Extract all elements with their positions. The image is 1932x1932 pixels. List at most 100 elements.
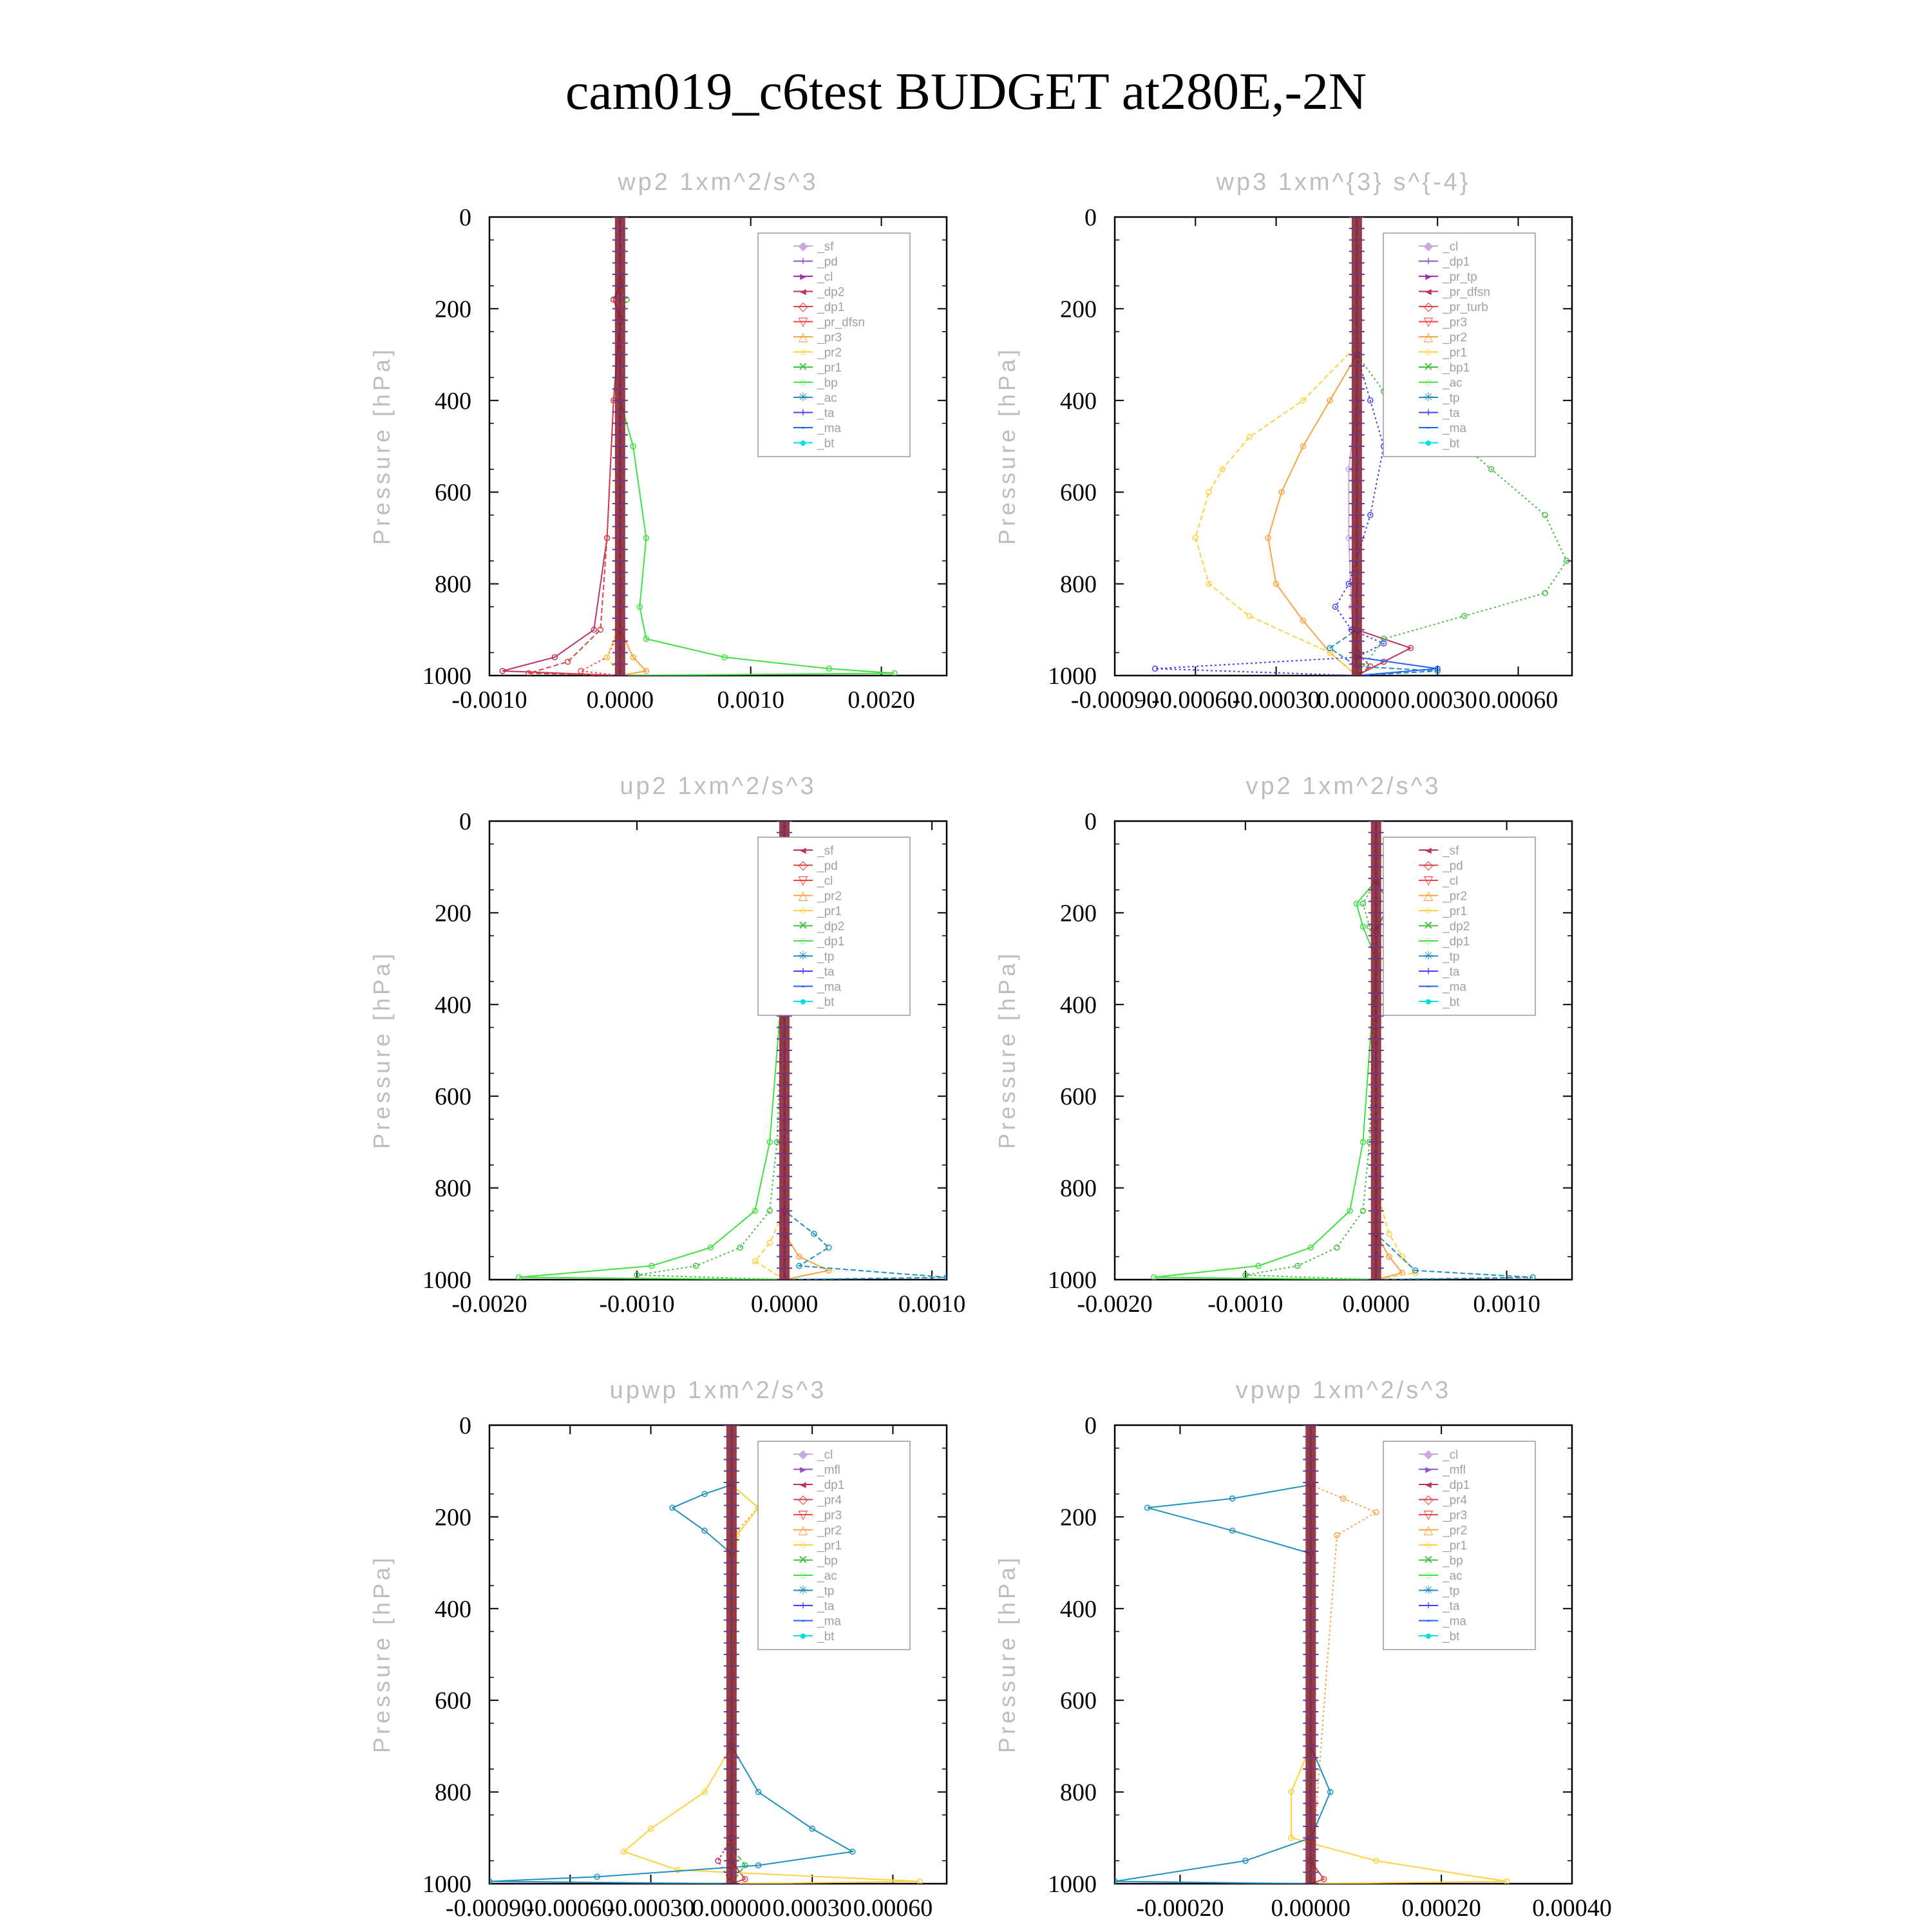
y-tick-label: 1000	[1048, 663, 1097, 690]
x-tick-label: 0.0000	[587, 687, 654, 714]
series-line-ta	[1155, 217, 1385, 676]
legend-entry: _bt	[1442, 437, 1460, 451]
legend-marker: ✕	[1423, 1554, 1434, 1567]
legend-entry: _bp	[1442, 1555, 1463, 1568]
legend-marker: ◇	[1424, 300, 1434, 314]
y-tick-label: 600	[1060, 1083, 1097, 1110]
legend-entry: _cl	[817, 270, 833, 284]
series-point	[1412, 1267, 1419, 1274]
series-point	[766, 1139, 773, 1146]
legend-entry: _pd	[817, 860, 838, 873]
legend-marker: +	[799, 965, 806, 978]
legend-entry: _ma	[817, 1615, 841, 1629]
legend-entry: _ac	[1442, 377, 1463, 390]
panel-title: wp2 1xm^2/s^3	[617, 169, 819, 196]
y-tick-label: 200	[435, 900, 471, 927]
legend-entry: _pr2	[1442, 890, 1467, 904]
panel-title: wp3 1xm^{3} s^{-4}	[1216, 169, 1471, 196]
series-point	[1229, 1528, 1236, 1534]
series-line-dp1	[518, 821, 786, 1280]
series-point	[752, 1208, 759, 1214]
y-tick-label: 400	[435, 1596, 471, 1623]
y-tick-label: 600	[1060, 1687, 1097, 1714]
legend-entry: _pr_turb	[1442, 301, 1488, 314]
legend-entry: _bt	[1442, 996, 1460, 1009]
legend-entry: _dp1	[817, 935, 844, 949]
legend-marker: ●	[1425, 995, 1432, 1009]
legend-entry: _bp1	[1442, 361, 1470, 375]
series-point	[701, 1788, 708, 1795]
series-line-tp	[489, 1425, 855, 1884]
x-tick-label: 0.00060	[1479, 687, 1558, 714]
legend-entry: _cl	[1442, 240, 1458, 254]
series-point	[591, 627, 598, 633]
legend-marker: ●	[1425, 1629, 1432, 1643]
panel-title: vpwp 1xm^2/s^3	[1236, 1377, 1452, 1404]
legend-entry: _sf	[817, 844, 834, 858]
series-point	[742, 1862, 748, 1869]
series-point	[1334, 1532, 1340, 1539]
series-group	[1115, 1425, 1510, 1884]
series-group	[1151, 821, 1536, 1280]
y-tick-label: 600	[435, 1083, 471, 1110]
legend-entry: _pr3	[1442, 1509, 1467, 1522]
legend-marker: △	[1424, 330, 1434, 344]
series-point	[1288, 1835, 1294, 1841]
series-point	[630, 654, 636, 661]
y-tick-label: 0	[459, 1412, 471, 1439]
legend-entry: _ac	[817, 1569, 837, 1583]
y-axis-label: Pressure [hPa]	[368, 951, 395, 1149]
legend-entry: _bp	[817, 377, 838, 390]
legend-marker: ◆	[799, 1448, 808, 1461]
legend-marker: ○	[1425, 1539, 1432, 1552]
series-point	[1347, 1208, 1353, 1214]
legend-marker: -	[1426, 980, 1430, 994]
y-tick-label: 0	[1084, 808, 1097, 835]
series-point	[701, 1528, 708, 1534]
legend-marker: ◂	[800, 285, 806, 299]
legend-marker: ○	[799, 904, 806, 918]
series-point	[809, 1825, 815, 1832]
x-tick-label: 0.0010	[1473, 1291, 1540, 1318]
series-point	[643, 668, 650, 674]
x-tick-label: 0.0000	[1342, 1291, 1410, 1318]
legend-entry: _pr3	[817, 1509, 842, 1522]
y-tick-label: 200	[1060, 1504, 1097, 1531]
legend-marker: △	[799, 330, 808, 344]
legend-entry: _pd	[817, 256, 838, 269]
y-tick-label: 0	[459, 808, 471, 835]
legend-entry: _ta	[1442, 407, 1460, 421]
legend-marker: -	[1426, 1615, 1430, 1628]
series-point	[1380, 636, 1387, 642]
legend-marker: ✳	[798, 1584, 808, 1598]
legend-entry: _pr1	[1442, 905, 1467, 918]
series-group	[499, 217, 898, 676]
series-point	[526, 670, 532, 676]
series-point	[701, 1491, 708, 1497]
series-point	[1242, 1857, 1249, 1864]
series-point	[1327, 645, 1333, 652]
legend-marker: ✳	[798, 391, 808, 404]
series-point	[811, 1231, 817, 1237]
series-point	[943, 1274, 947, 1280]
series-line-bp1	[1356, 217, 1567, 676]
legend-marker: ▽	[799, 316, 808, 329]
series-point	[1300, 443, 1307, 450]
series-point	[1372, 1509, 1379, 1516]
series-point	[603, 535, 611, 542]
series-point	[578, 668, 584, 674]
series-point	[826, 665, 833, 672]
y-tick-label: 400	[1060, 992, 1097, 1019]
legend-marker: ●	[799, 437, 806, 450]
series-point	[766, 1240, 773, 1246]
x-tick-label: -0.0020	[1077, 1291, 1152, 1318]
legend-marker: ◌	[1425, 934, 1432, 948]
series-point	[1320, 1876, 1327, 1882]
legend-marker: △	[799, 1524, 808, 1537]
legend-marker: +	[799, 255, 806, 269]
legend-marker: ◇	[799, 1493, 808, 1507]
legend-marker: +	[1425, 406, 1432, 420]
y-tick-label: 800	[1060, 1175, 1097, 1202]
series-point	[674, 1866, 681, 1873]
legend-entry: _cl	[817, 875, 833, 888]
